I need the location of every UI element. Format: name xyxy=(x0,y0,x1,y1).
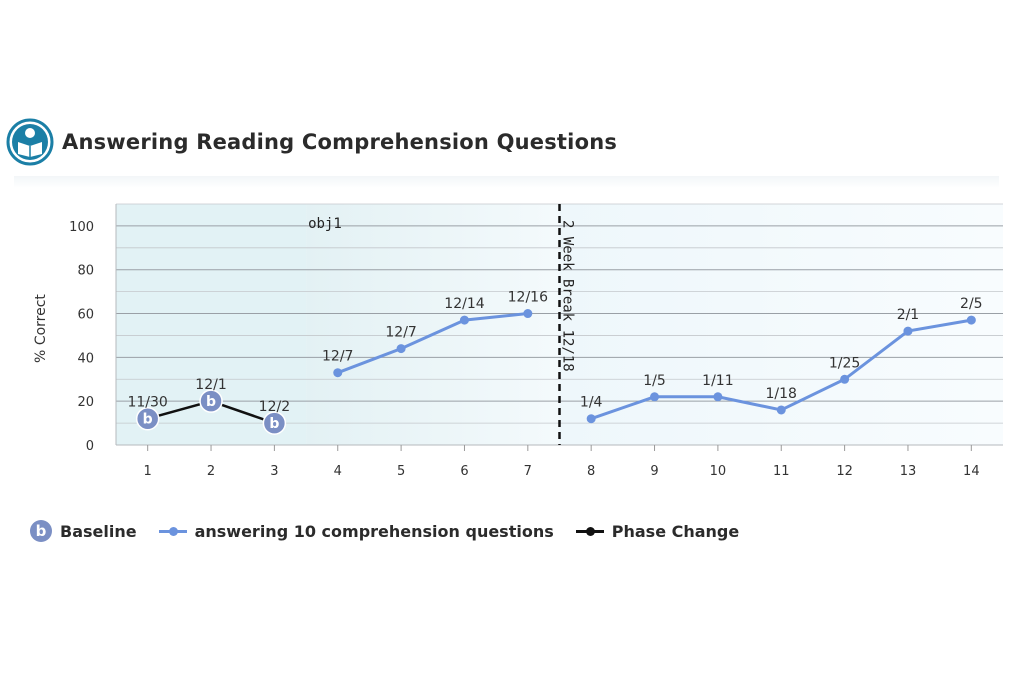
x-tick-label: 10 xyxy=(710,464,727,479)
data-label: 11/30 xyxy=(127,395,167,411)
x-tick-label: 6 xyxy=(460,464,468,479)
x-tick-label: 4 xyxy=(334,464,342,479)
intervention-point xyxy=(396,344,406,354)
data-label: 1/4 xyxy=(580,395,603,411)
x-tick-label: 14 xyxy=(963,464,980,479)
reader-icon xyxy=(6,118,54,166)
y-tick-label: 40 xyxy=(77,351,94,366)
x-tick-label: 1 xyxy=(144,464,152,479)
data-label: 1/18 xyxy=(766,386,797,402)
phase-band-1 xyxy=(306,204,560,445)
data-label: 2/1 xyxy=(897,307,920,323)
data-label: 12/1 xyxy=(195,377,226,393)
intervention-point xyxy=(840,374,850,384)
legend-label-phase-change: Phase Change xyxy=(611,521,740,541)
x-tick-label: 8 xyxy=(587,464,595,479)
baseline-point xyxy=(199,389,223,413)
y-axis-label: % Correct xyxy=(33,294,49,363)
legend-item-baseline[interactable]: b Baseline xyxy=(30,520,137,542)
x-tick-label: 2 xyxy=(207,464,215,479)
baseline-point xyxy=(135,406,160,431)
x-tick-label: 9 xyxy=(650,464,658,479)
baseline-point-marker: b xyxy=(269,416,279,432)
data-label: 1/5 xyxy=(643,373,666,389)
data-label: 12/7 xyxy=(385,325,416,341)
intervention-line-segment xyxy=(337,312,528,375)
intervention-point xyxy=(776,405,786,415)
intervention-point xyxy=(903,326,913,336)
x-tick-label: 3 xyxy=(270,464,278,479)
data-label: 12/2 xyxy=(259,399,290,415)
chart-legend: b Baseline answering 10 comprehension qu… xyxy=(30,520,761,542)
chart-header: Answering Reading Comprehension Question… xyxy=(6,118,617,166)
y-tick-label: 20 xyxy=(77,395,94,410)
intervention-point xyxy=(333,368,343,378)
legend-item-phase-change[interactable]: Phase Change xyxy=(575,521,740,541)
legend-label-intervention: answering 10 comprehension questions xyxy=(194,521,554,541)
phase-change-label: 2 Week Break 12/18 xyxy=(560,220,576,372)
x-tick-label: 5 xyxy=(397,464,405,479)
baseline-point-marker: b xyxy=(143,412,153,428)
y-tick-label: 0 xyxy=(86,439,94,454)
data-label: 12/16 xyxy=(508,290,548,306)
header-divider xyxy=(14,176,999,188)
legend-label-baseline: Baseline xyxy=(60,521,137,541)
data-label: 12/14 xyxy=(444,296,484,312)
x-tick-label: 11 xyxy=(773,464,790,479)
intervention-point xyxy=(523,309,533,319)
legend-item-intervention[interactable]: answering 10 comprehension questions xyxy=(158,521,554,541)
y-tick-label: 80 xyxy=(77,264,94,279)
x-tick-label: 12 xyxy=(836,464,853,479)
annotation-label: obj1 xyxy=(308,216,342,232)
baseline-marker-icon: b xyxy=(30,520,52,542)
x-tick-label: 13 xyxy=(900,464,917,479)
x-tick-label: 7 xyxy=(524,464,532,479)
data-label: 1/11 xyxy=(702,373,733,389)
data-label: 1/25 xyxy=(829,355,860,371)
intervention-point xyxy=(459,315,469,325)
page-title: Answering Reading Comprehension Question… xyxy=(62,130,618,154)
intervention-point xyxy=(650,392,660,402)
intervention-point xyxy=(713,392,723,402)
baseline-point-marker: b xyxy=(206,394,216,410)
data-label: 12/7 xyxy=(322,349,353,365)
y-tick-label: 60 xyxy=(77,308,94,323)
phase-change-marker-icon xyxy=(575,524,604,538)
intervention-point xyxy=(966,315,976,325)
intervention-point xyxy=(586,414,596,424)
baseline-point xyxy=(262,411,287,435)
data-label: 2/5 xyxy=(960,296,983,312)
y-tick-label: 100 xyxy=(69,220,94,235)
line-marker-icon xyxy=(158,524,187,538)
